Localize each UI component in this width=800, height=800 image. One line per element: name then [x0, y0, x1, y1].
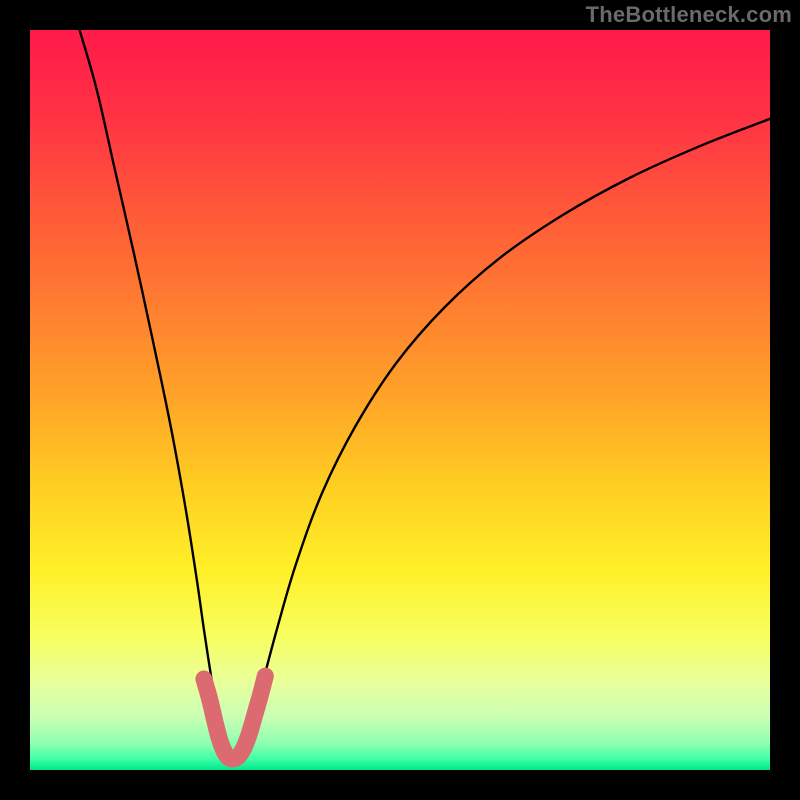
gradient-background	[30, 30, 770, 770]
watermark-text: TheBottleneck.com	[586, 2, 792, 28]
chart-root: TheBottleneck.com	[0, 0, 800, 800]
plot-area	[30, 30, 770, 770]
